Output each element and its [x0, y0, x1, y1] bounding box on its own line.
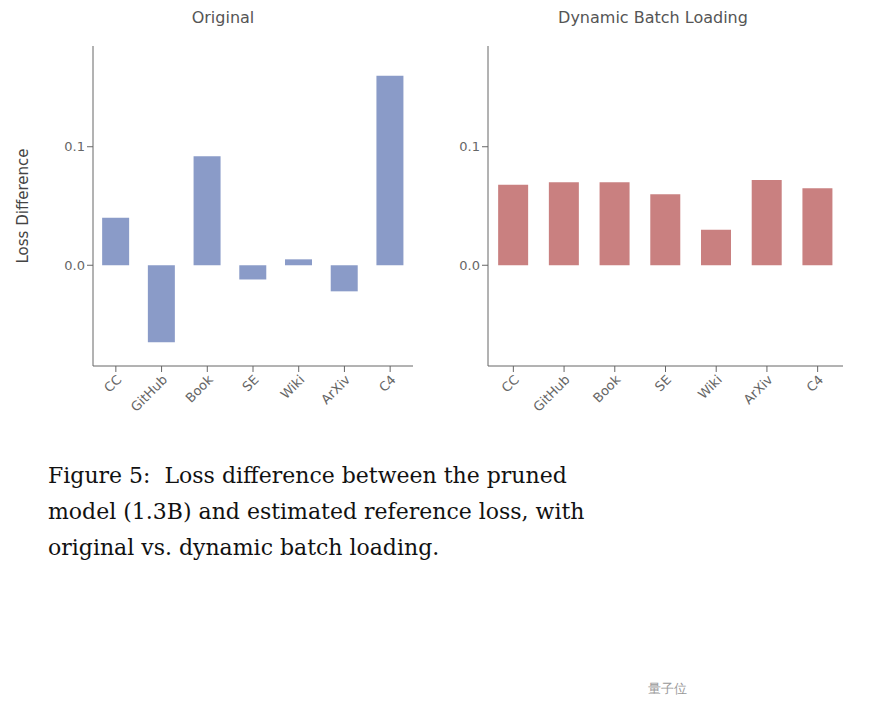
html-text:Original: Original	[191, 8, 255, 27]
svg-text:0.1: 0.1	[459, 139, 480, 154]
svg-text:Book: Book	[182, 372, 216, 406]
html-text:Dynamic Batch Loading: Dynamic Batch Loading	[558, 8, 748, 27]
html-text:量子位: 量子位	[648, 681, 687, 696]
svg-text:Wiki: Wiki	[695, 372, 725, 402]
svg-text:0.1: 0.1	[64, 139, 85, 154]
svg-text:SE: SE	[652, 372, 674, 394]
svg-text:C4: C4	[376, 372, 399, 395]
svg-text:0.0: 0.0	[64, 258, 85, 273]
svg-text:CC: CC	[101, 372, 124, 395]
svg-text:GitHub: GitHub	[530, 372, 572, 414]
svg-text:Loss Difference: Loss Difference	[14, 149, 32, 264]
svg-text:SE: SE	[239, 372, 261, 394]
html-text:original vs. dynamic batch loa: original vs. dynamic batch loading.	[48, 535, 440, 560]
svg-text:ArXiv: ArXiv	[741, 372, 776, 407]
svg-text:CC: CC	[499, 372, 522, 395]
svg-text:C4: C4	[803, 372, 826, 395]
svg-text:Wiki: Wiki	[277, 372, 307, 402]
html-text:Figure 5: Loss difference betw: Figure 5: Loss difference between the pr…	[48, 463, 567, 488]
svg-text:Book: Book	[590, 372, 624, 406]
svg-text:ArXiv: ArXiv	[318, 372, 353, 407]
svg-text:GitHub: GitHub	[128, 372, 170, 414]
html-text:model (1.3B) and estimated ref: model (1.3B) and estimated reference los…	[48, 499, 585, 524]
svg-text:0.0: 0.0	[459, 258, 480, 273]
